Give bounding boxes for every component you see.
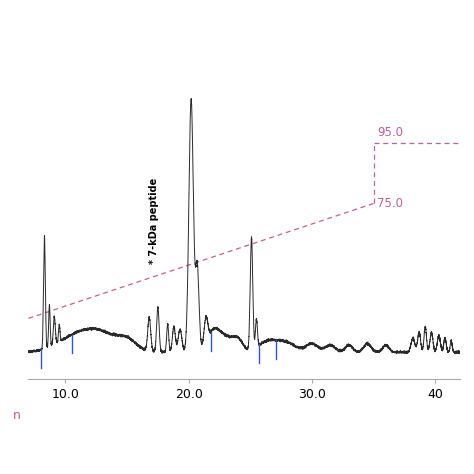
Text: n: n xyxy=(13,410,21,422)
Text: 95.0: 95.0 xyxy=(377,126,403,139)
Text: * 7-kDa peptide: * 7-kDa peptide xyxy=(149,178,159,264)
Text: 75.0: 75.0 xyxy=(377,197,403,210)
